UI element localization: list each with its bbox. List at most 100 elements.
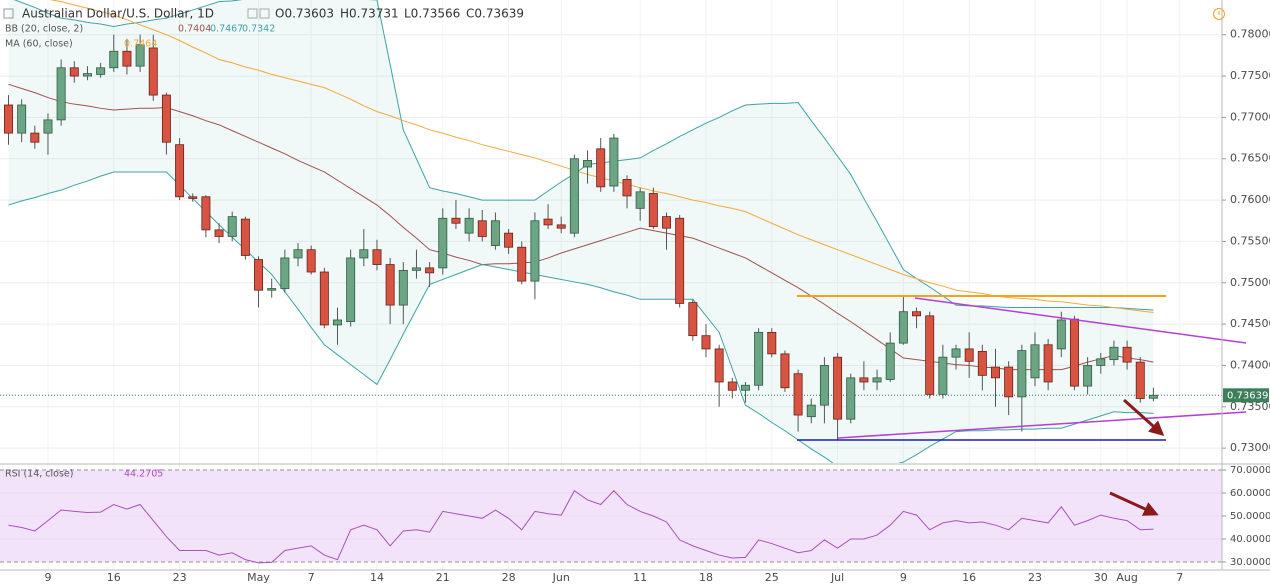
candle-body — [96, 67, 106, 75]
candle-body — [504, 232, 514, 248]
candle-body — [346, 257, 356, 323]
candle-body — [30, 132, 40, 143]
candle-body — [898, 311, 908, 344]
candle-body — [596, 148, 606, 188]
candle-body — [490, 220, 500, 246]
candle-body — [964, 348, 974, 362]
candle-body — [793, 373, 803, 416]
candle-body — [1135, 361, 1145, 399]
candle-body — [1096, 358, 1106, 366]
candle-body — [622, 179, 632, 197]
x-tick-label: 9 — [900, 571, 907, 584]
candle-body — [161, 94, 171, 143]
last-price-box — [1223, 388, 1269, 403]
drawings — [797, 295, 1247, 516]
legend-ma: MA (60, close) — [5, 39, 73, 50]
candle-body — [609, 137, 619, 187]
last-price-label: 0.73639 — [1227, 390, 1268, 401]
alert-icon[interactable] — [1213, 8, 1225, 20]
candle-body — [333, 319, 342, 326]
candle-body — [451, 217, 461, 224]
x-tick-label: 28 — [502, 571, 516, 584]
rsi-pane — [0, 469, 1222, 563]
candle-body — [148, 47, 158, 96]
candle-body — [767, 331, 777, 355]
candle-body — [122, 50, 132, 67]
indicator-line — [8, 83, 1154, 371]
candle-body — [1004, 366, 1014, 398]
candle-body — [714, 348, 724, 383]
candle-body — [1083, 365, 1093, 387]
x-tick-label: 16 — [962, 571, 976, 584]
candle-body — [385, 264, 395, 306]
candle-body — [280, 257, 290, 289]
candle-body — [477, 220, 487, 237]
candle-body — [648, 193, 658, 227]
ohlc-close: C0.73639 — [466, 7, 524, 21]
candle-body — [227, 216, 237, 237]
x-tick-label: May — [247, 571, 270, 584]
bollinger-fill — [8, 0, 1154, 463]
arrow — [1122, 398, 1165, 437]
x-tick-label: 7 — [308, 571, 315, 584]
candle-body — [425, 267, 435, 274]
candle-body — [201, 196, 211, 231]
candle-body — [635, 191, 645, 209]
candle-body — [464, 217, 474, 234]
candle-body — [1122, 346, 1132, 363]
indicator-lines — [0, 0, 1222, 463]
icon — [3, 8, 14, 19]
candle-body — [438, 217, 448, 269]
candle-body — [543, 218, 553, 226]
candle-body — [754, 331, 764, 386]
x-tick-label: 9 — [44, 571, 51, 584]
candle-body — [530, 220, 540, 282]
rsi-lines — [8, 489, 1154, 564]
y-tick-label: 50.0000 — [1230, 511, 1270, 522]
candle-body — [135, 44, 145, 67]
candle-body — [846, 377, 856, 420]
candle-body — [833, 356, 843, 420]
candle-body — [17, 104, 27, 134]
x-tick-label: 23 — [1028, 571, 1042, 584]
y-tick-label: 0.78000 — [1230, 28, 1270, 41]
candles — [4, 34, 1158, 440]
y-tick-label: 60.0000 — [1230, 488, 1270, 499]
x-tick-label: Jun — [552, 571, 570, 584]
candle-body — [306, 249, 316, 273]
legend-value: 0.7464 — [124, 39, 157, 50]
arrow — [1109, 491, 1159, 516]
candle-body — [319, 271, 329, 326]
x-tick-label: Aug — [1116, 571, 1137, 584]
x-tick-label: Jul — [830, 571, 844, 584]
candle-body — [109, 50, 119, 69]
candle-body — [938, 356, 948, 395]
legend-value: 0.7404 — [178, 24, 211, 35]
candle-body — [398, 269, 408, 306]
indicator-line — [8, 489, 1154, 564]
candle-body — [82, 73, 92, 77]
candle-body — [556, 224, 566, 229]
candle-body — [859, 377, 869, 383]
candle-body — [56, 67, 66, 121]
x-tick-label: 7 — [1176, 571, 1183, 584]
y-tick-label: 30.0000 — [1230, 557, 1270, 568]
x-tick-label: 14 — [370, 571, 384, 584]
candle-body — [662, 216, 671, 229]
ohlc-low: L0.73566 — [404, 7, 460, 21]
candle-body — [1043, 344, 1053, 383]
candle-body — [569, 158, 579, 234]
candle-body — [806, 404, 816, 418]
candle-body — [4, 104, 13, 134]
ohlc-open: O0.73603 — [275, 7, 334, 21]
candle-body — [175, 144, 185, 198]
x-tick-label: 11 — [633, 571, 647, 584]
legend-value: 44.2705 — [124, 469, 163, 480]
x-tick-label: 23 — [173, 571, 187, 584]
